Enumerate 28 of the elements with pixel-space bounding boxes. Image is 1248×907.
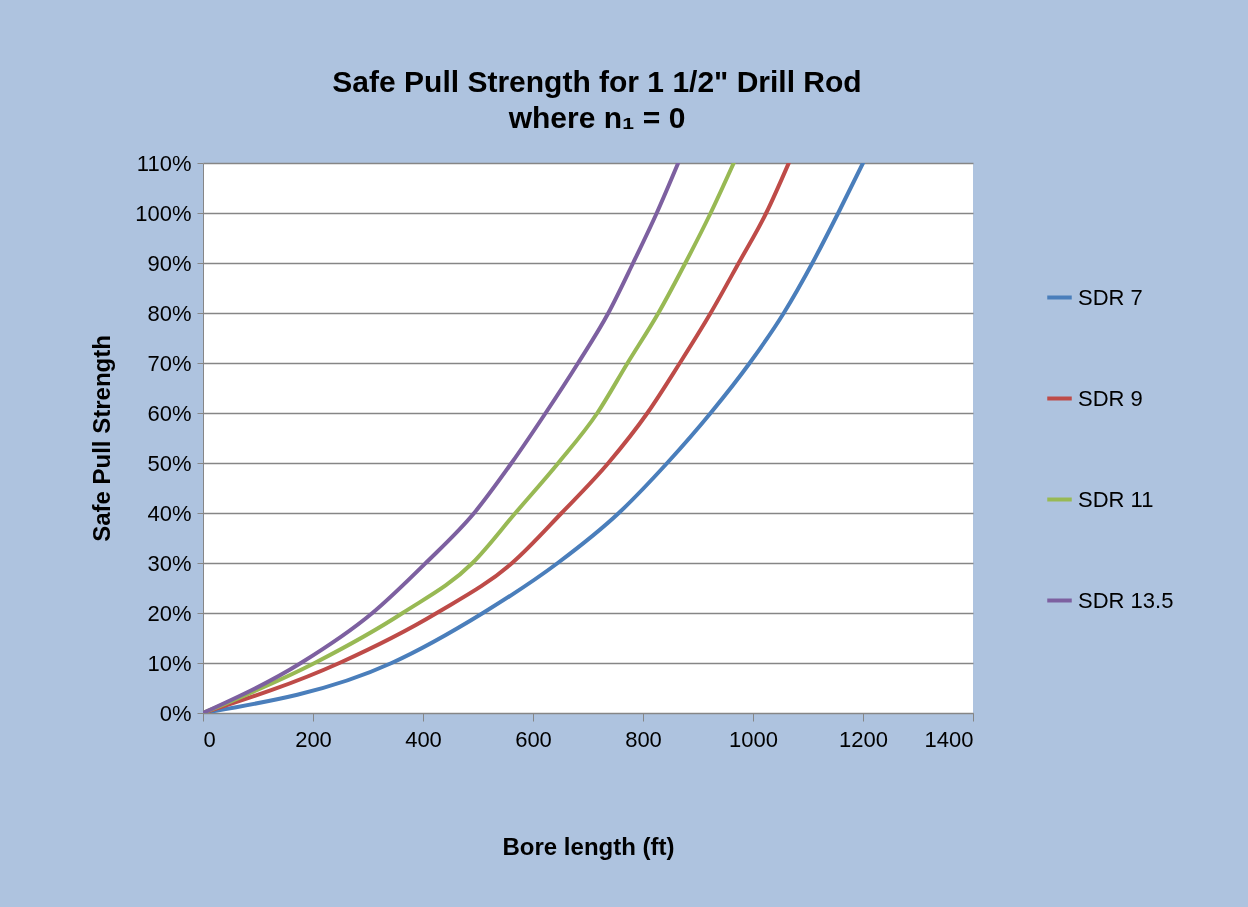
y-tick-label: 100% <box>135 200 192 226</box>
x-tick-label: 0 <box>203 726 216 752</box>
y-tick-label: 80% <box>147 300 192 326</box>
y-tick-label: 50% <box>147 450 192 476</box>
legend-label: SDR 9 <box>1078 385 1143 411</box>
x-tick-label: 200 <box>295 726 332 752</box>
y-tick-label: 40% <box>147 500 192 526</box>
y-tick-label: 90% <box>147 250 192 276</box>
y-tick-label: 10% <box>147 650 192 676</box>
y-tick-label: 70% <box>147 350 192 376</box>
x-tick-label: 1200 <box>839 726 888 752</box>
chart-title: Safe Pull Strength for 1 1/2" Drill Rod <box>332 65 862 98</box>
y-tick-label: 0% <box>159 700 192 726</box>
y-tick-label: 60% <box>147 400 192 426</box>
x-axis-title: Bore length (ft) <box>502 832 675 860</box>
x-tick-label: 400 <box>405 726 442 752</box>
legend-label: SDR 13.5 <box>1078 587 1174 613</box>
y-axis-title: Safe Pull Strength <box>88 335 116 542</box>
x-tick-label: 1400 <box>924 726 974 752</box>
legend-label: SDR 11 <box>1078 486 1154 512</box>
y-tick-label: 110% <box>136 150 192 176</box>
legend-label: SDR 7 <box>1078 284 1143 310</box>
y-tick-label: 30% <box>147 550 192 576</box>
x-tick-label: 1000 <box>729 726 778 752</box>
chart-subtitle: where n₁ = 0 <box>507 101 686 134</box>
y-tick-label: 20% <box>147 600 192 626</box>
x-tick-label: 600 <box>515 726 552 752</box>
x-tick-label: 800 <box>625 726 662 752</box>
